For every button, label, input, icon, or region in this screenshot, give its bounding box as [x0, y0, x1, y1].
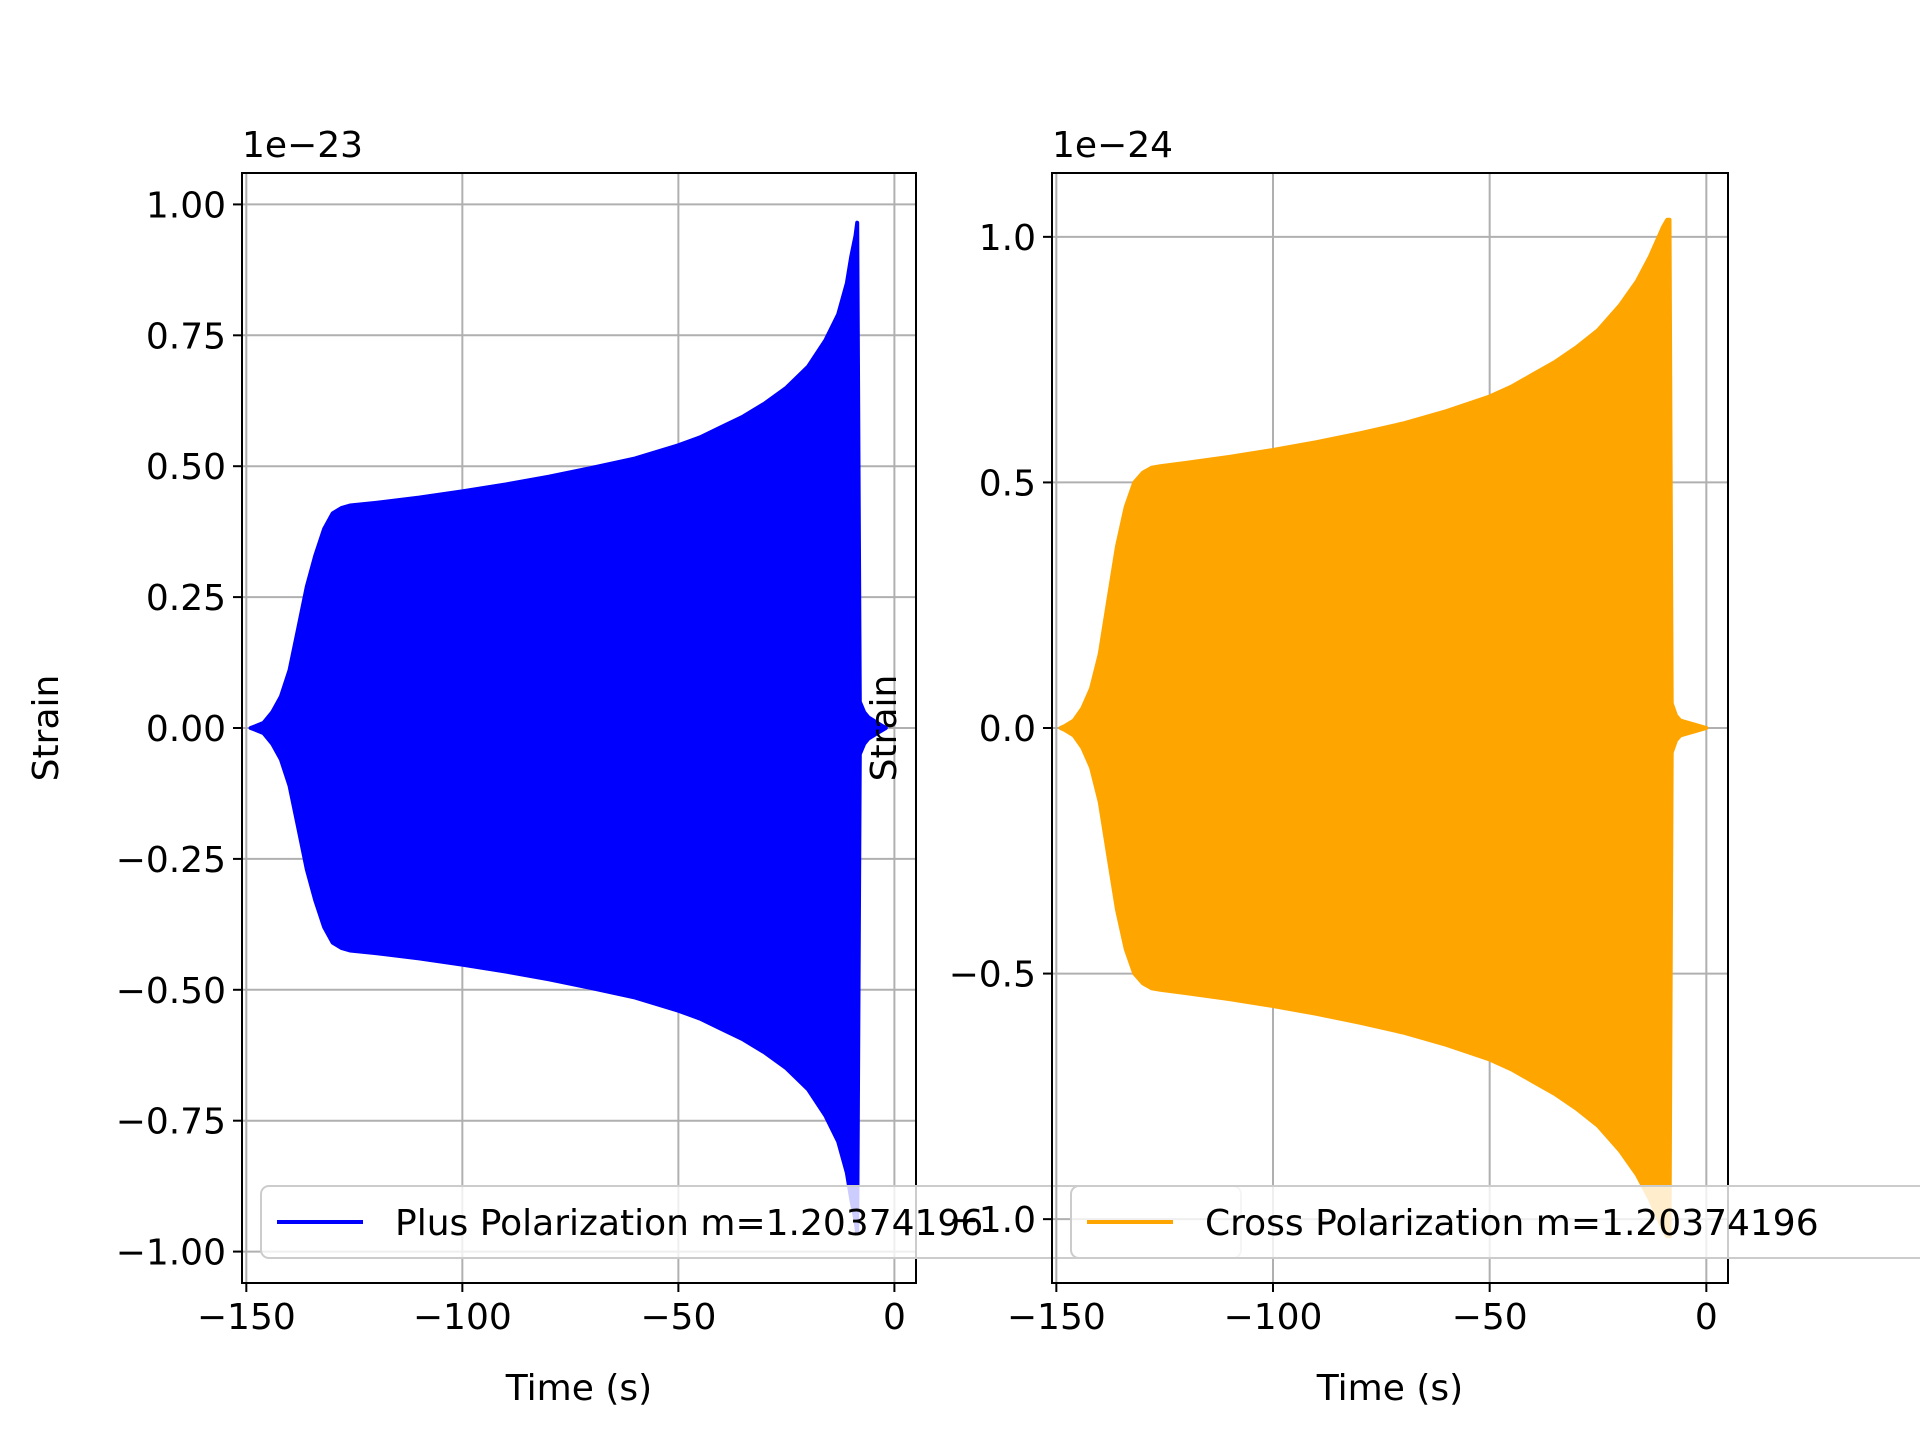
y-axis-label: Strain: [864, 675, 905, 782]
series-line-1: [1058, 217, 1709, 1239]
y-tick-label: −1.0: [949, 1200, 1036, 1241]
y-tick-label: −0.25: [116, 840, 226, 881]
legend-label-1: Cross Polarization m=1.20374196: [1205, 1203, 1819, 1244]
legend-label-1: Plus Polarization m=1.20374196: [395, 1203, 983, 1244]
x-axis-label: Time (s): [505, 1368, 652, 1409]
y-tick-label: 0.0: [979, 709, 1036, 750]
y-tick-label: 0.00: [146, 709, 226, 750]
y-axis-label: Strain: [26, 675, 67, 782]
y-tick-label: 1.00: [146, 185, 226, 226]
cross-polarization-panel: −150 −100 −50 0 1.0 0.5 0.0 −0.5 −1.0 1e−24 Time (…: [864, 125, 1920, 1409]
x-tick-label: −100: [1224, 1297, 1323, 1338]
x-tick-label: −100: [413, 1297, 512, 1338]
y-tick-label: −0.75: [116, 1102, 226, 1143]
plus-polarization-panel: −150 −100 −50 0 1.00 0.75 0.50 0.25 0.00 −0.25 −0.…: [26, 125, 1242, 1409]
axis-offset-text: 1e−24: [1052, 125, 1173, 166]
x-tick-label: −150: [1007, 1297, 1106, 1338]
y-tick-label: −0.5: [949, 955, 1036, 996]
x-tick-label: −50: [1452, 1297, 1528, 1338]
legend-box: [1070, 1185, 1920, 1259]
series-line-1: [248, 220, 888, 1236]
x-axis-label: Time (s): [1316, 1368, 1463, 1409]
axis-offset-text: 1e−23: [242, 125, 363, 166]
y-tick-label: 0.75: [146, 316, 226, 357]
x-tick-label: 0: [1695, 1297, 1718, 1338]
x-tick-label: −50: [640, 1297, 716, 1338]
x-tick-label: 0: [883, 1297, 906, 1338]
y-tick-label: 0.5: [979, 463, 1036, 504]
y-tick-label: 0.25: [146, 578, 226, 619]
y-tick-label: 0.50: [146, 447, 226, 488]
y-tick-label: 1.0: [979, 218, 1036, 259]
x-tick-label: −150: [197, 1297, 296, 1338]
y-tick-label: −1.00: [116, 1233, 226, 1274]
y-tick-label: −0.50: [116, 971, 226, 1012]
